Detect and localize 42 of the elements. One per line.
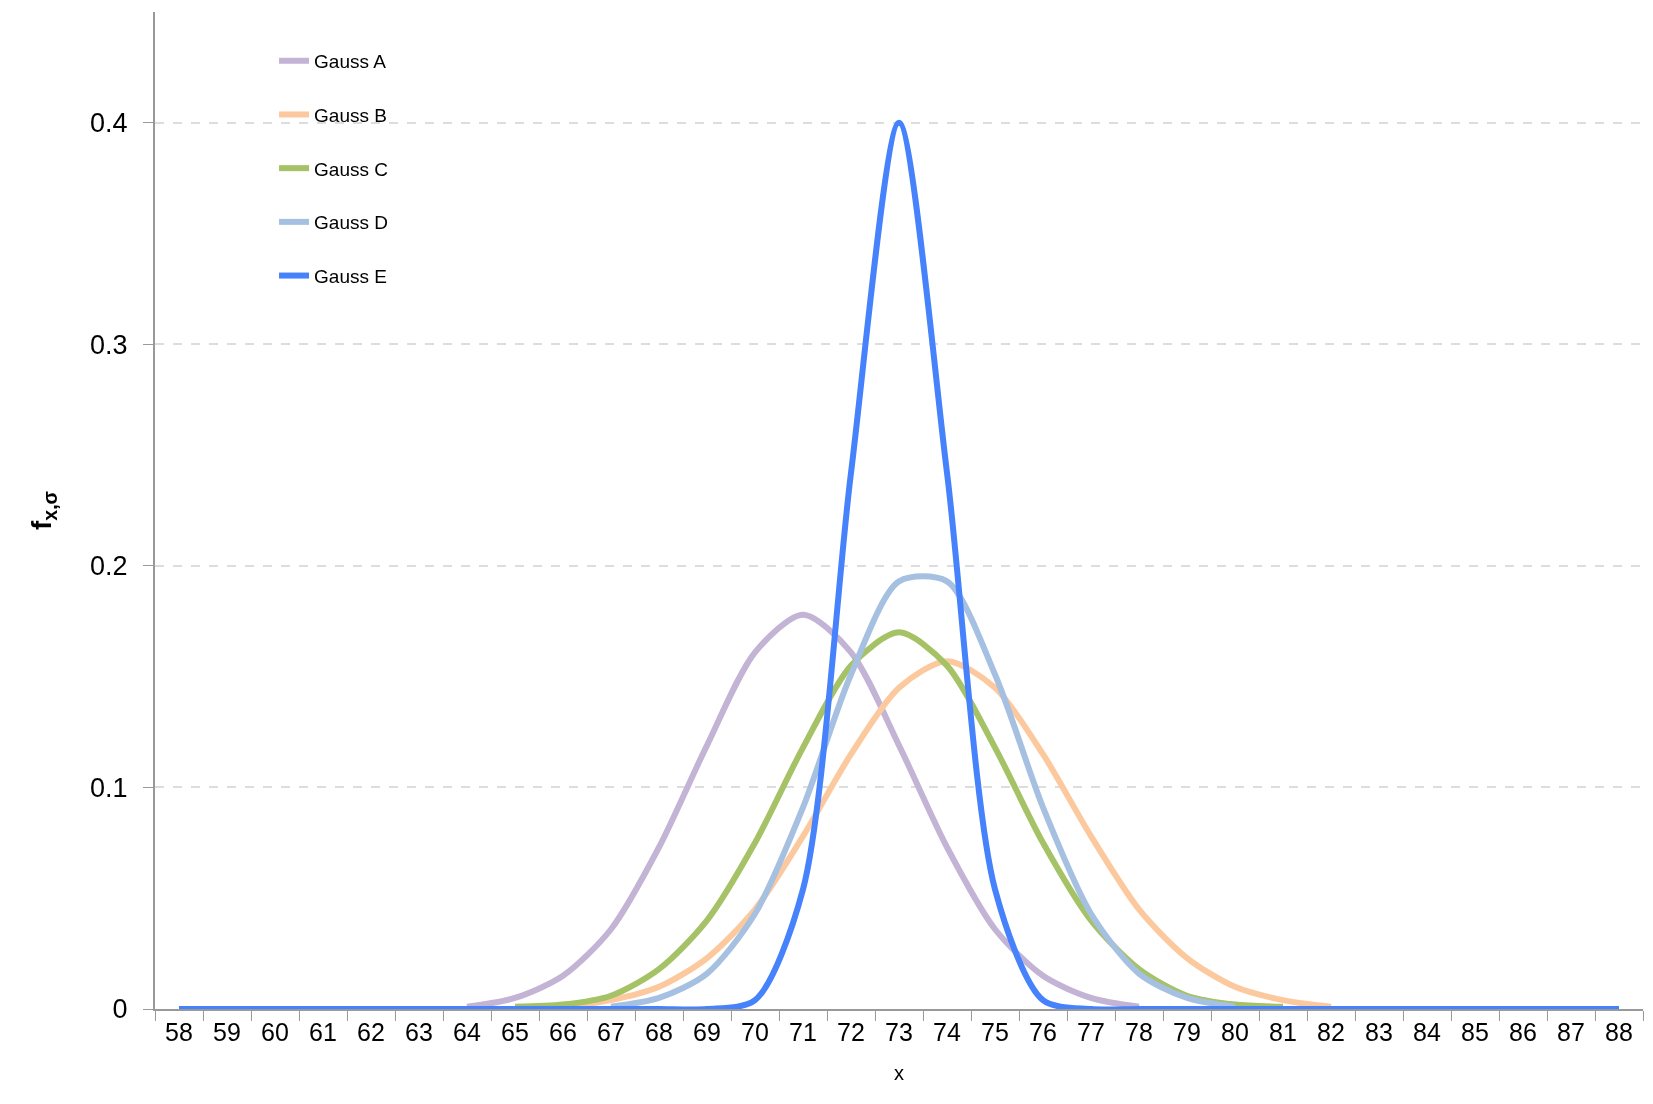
x-tick-label: 71 [789, 1018, 817, 1046]
x-tick-label: 72 [837, 1018, 865, 1046]
x-tick-label: 78 [1125, 1018, 1153, 1046]
x-tick-label: 63 [405, 1018, 433, 1046]
x-axis-title: x [894, 1062, 904, 1084]
x-tick-label: 58 [165, 1018, 193, 1046]
x-tick-label: 64 [453, 1018, 481, 1046]
x-tick-label: 81 [1269, 1018, 1297, 1046]
x-tick-label: 65 [501, 1018, 529, 1046]
x-tick-label: 80 [1221, 1018, 1249, 1046]
x-tick-label: 61 [309, 1018, 337, 1046]
y-tick-label: 0.3 [90, 329, 128, 360]
legend-label: Gauss D [314, 212, 388, 234]
y-tick-label: 0.1 [90, 772, 128, 803]
x-tick-label: 62 [357, 1018, 385, 1046]
x-tick-label: 83 [1365, 1018, 1393, 1046]
x-tick-label: 73 [885, 1018, 913, 1046]
x-tick-label: 76 [1029, 1018, 1057, 1046]
x-tick-label: 66 [549, 1018, 577, 1046]
legend-label: Gauss A [314, 51, 387, 73]
legend-label: Gauss B [314, 104, 387, 126]
x-tick-label: 68 [645, 1018, 673, 1046]
y-tick-label: 0 [112, 994, 128, 1025]
x-tick-label: 82 [1317, 1018, 1345, 1046]
x-tick-label: 67 [597, 1018, 625, 1046]
x-tick-label: 84 [1413, 1018, 1441, 1046]
x-tick-label: 70 [741, 1018, 769, 1046]
x-tick-label: 79 [1173, 1018, 1201, 1046]
x-tick-label: 59 [213, 1018, 241, 1046]
x-tick-label: 77 [1077, 1018, 1105, 1046]
x-tick-label: 69 [693, 1018, 721, 1046]
legend-label: Gauss E [314, 265, 387, 287]
x-tick-label: 88 [1605, 1018, 1633, 1046]
x-tick-label: 87 [1557, 1018, 1585, 1046]
legend-label: Gauss C [314, 158, 388, 180]
y-tick-label: 0.2 [90, 551, 128, 582]
x-tick-label: 75 [981, 1018, 1009, 1046]
y-tick-label: 0.4 [90, 108, 128, 139]
x-tick-label: 60 [261, 1018, 289, 1046]
x-tick-label: 86 [1509, 1018, 1537, 1046]
x-tick-label: 85 [1461, 1018, 1489, 1046]
x-tick-label: 74 [933, 1018, 961, 1046]
